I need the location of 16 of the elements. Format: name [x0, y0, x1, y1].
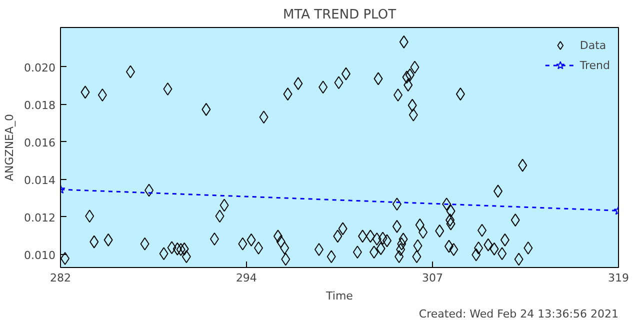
legend-label: Trend — [580, 58, 610, 72]
y-tick-label: 0.014 — [24, 174, 56, 187]
x-axis-title: Time — [325, 290, 354, 302]
y-tick-label: 0.012 — [24, 211, 56, 224]
y-axis-title: ANGZNEA_0 — [3, 114, 16, 182]
y-tick-label: 0.010 — [24, 248, 56, 262]
x-tick-label: 294 — [236, 272, 257, 284]
y-tick-label: 0.016 — [24, 136, 56, 150]
text: Created: Wed Feb 24 13:36:56 2021 — [418, 308, 619, 320]
y-tick-label: 0.018 — [24, 98, 56, 112]
x-tick-label: 282 — [50, 272, 71, 284]
y-tick-label: 0.020 — [24, 61, 56, 74]
chart-title: MTA TREND PLOT — [282, 8, 396, 22]
x-tick-label: 319 — [608, 272, 629, 284]
x-tick-label: 307 — [422, 272, 444, 284]
legend-label: Data — [580, 38, 606, 52]
